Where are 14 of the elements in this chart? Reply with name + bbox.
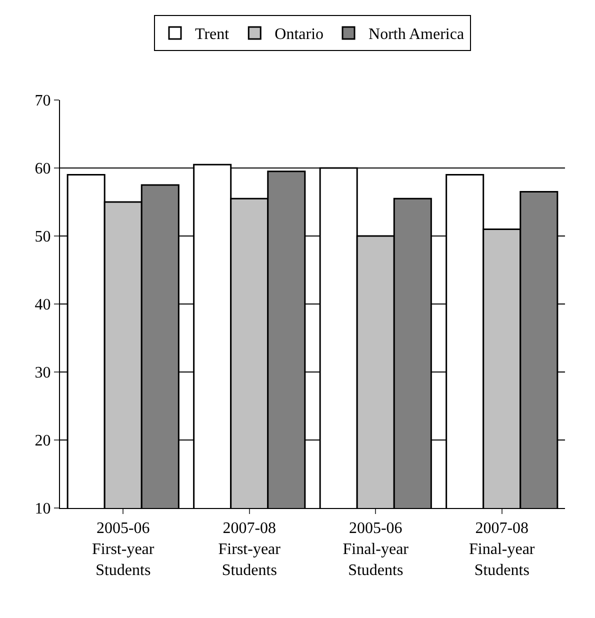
legend-label: North America (368, 26, 464, 44)
x-tick-label: 2005-06 Final-year Students (342, 520, 410, 579)
y-tick-label: 10 (34, 500, 51, 518)
x-tick-label: 2005-06 First-year Students (92, 520, 155, 579)
legend-label: Ontario (274, 26, 324, 44)
y-tick-label: 30 (34, 364, 51, 382)
y-tick-label: 20 (34, 432, 51, 450)
x-tick-label: 2007-08 Final-year Students (469, 520, 536, 579)
x-tick-label: 2007-08 First-year Students (218, 520, 282, 579)
legend-label: Trent (195, 26, 230, 44)
y-tick-label: 50 (34, 228, 51, 246)
y-tick-label: 60 (34, 160, 51, 178)
y-tick-label: 70 (34, 92, 51, 110)
y-tick-label: 40 (34, 296, 51, 314)
